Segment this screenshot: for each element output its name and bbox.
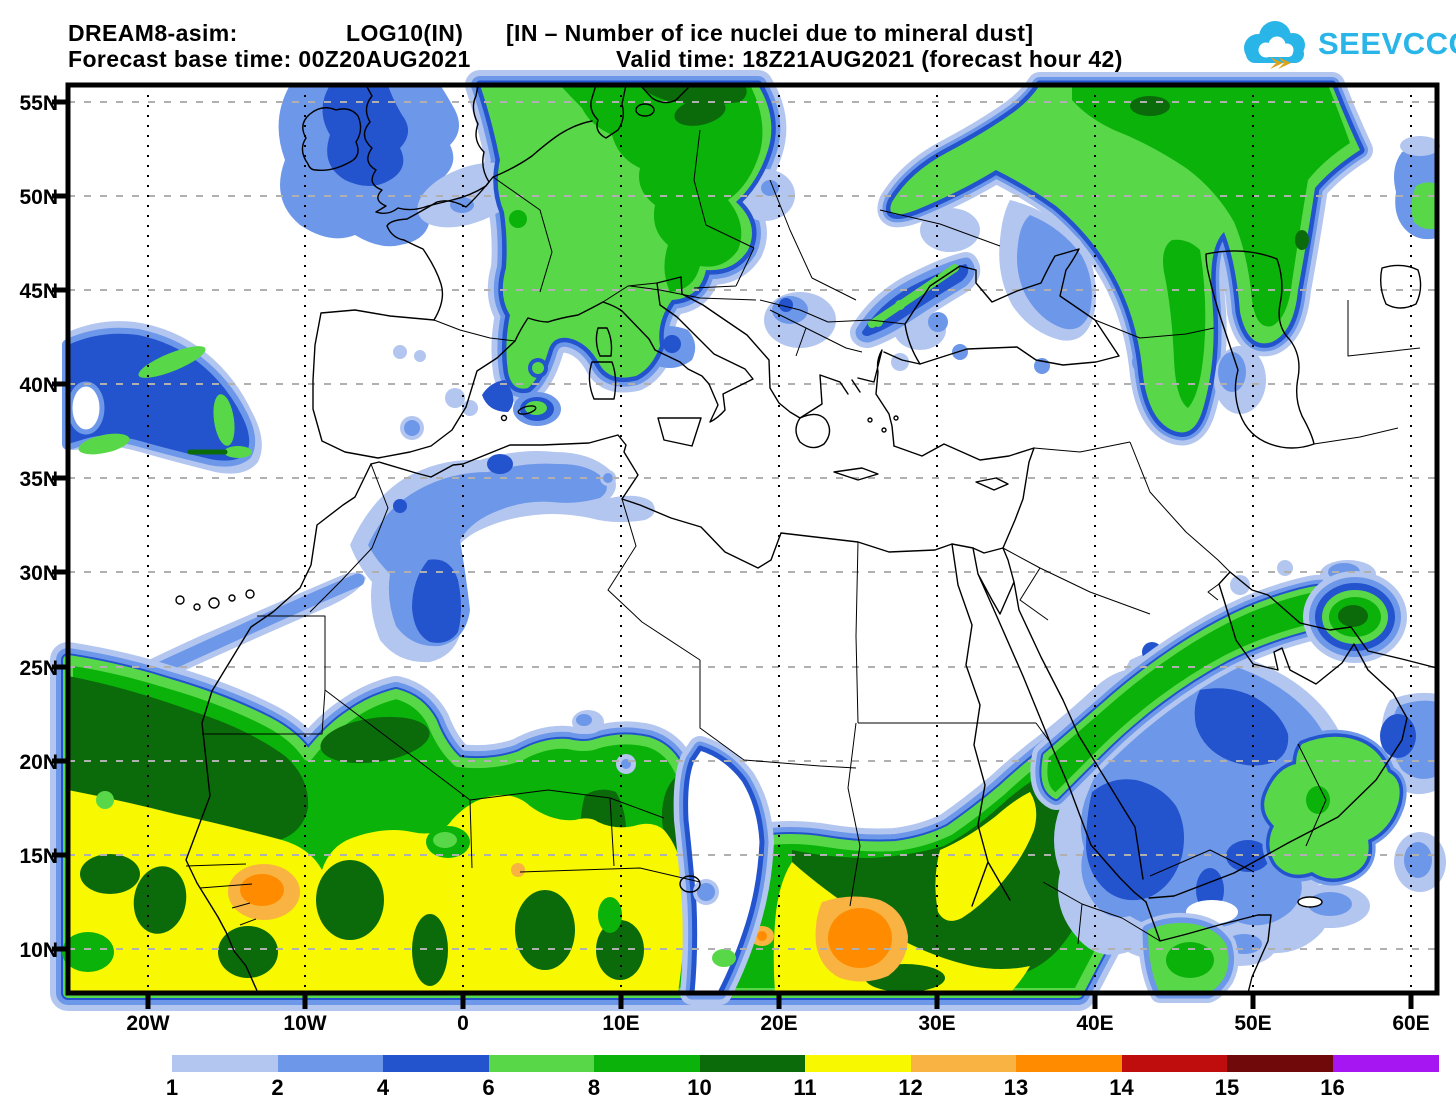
legend-segment <box>172 1055 278 1072</box>
legend-segment <box>383 1055 489 1072</box>
coast-britain <box>363 84 490 215</box>
legend-label: 8 <box>587 1075 601 1100</box>
coastlines <box>175 84 1438 994</box>
coast-black-sea <box>904 248 1120 366</box>
coast-iberia <box>312 309 516 459</box>
bolt-icon <box>1270 57 1283 69</box>
lat-label: 30N <box>19 562 58 585</box>
coast-corsica <box>595 327 613 357</box>
lat-label: 40N <box>19 374 58 397</box>
coast-sicily <box>657 417 702 447</box>
coast-mallorca <box>517 405 537 415</box>
region-ukraine-streak <box>862 264 968 336</box>
lon-label: 60E <box>1392 1012 1429 1035</box>
legend-label: 11 <box>793 1075 817 1100</box>
coast-adriatic-east <box>680 276 801 419</box>
lat-label: 55N <box>19 92 58 115</box>
variable-description: [IN – Number of ice nuclei due to minera… <box>506 20 1034 46</box>
legend-segment <box>1332 1055 1439 1072</box>
cloud-shape <box>1244 21 1305 69</box>
forecast-base-time: Forecast base time: 00Z20AUG2021 <box>68 46 471 72</box>
legend-segment <box>277 1055 384 1072</box>
longitude-labels: 20W 10W 0 10E 20E 30E 40E 50E 60E <box>126 1012 1429 1035</box>
nile-river <box>951 543 1011 907</box>
lon-label: 20E <box>760 1012 797 1035</box>
coast-red-sea <box>972 547 1147 903</box>
lat-label: 20N <box>19 751 58 774</box>
contour-regions <box>62 85 1446 993</box>
lon-label: 10E <box>602 1012 639 1035</box>
coast-italy <box>514 276 754 423</box>
lat-label: 45N <box>19 280 58 303</box>
latitude-labels: 55N 50N 45N 40N 35N 30N 25N 20N 15N 10N <box>19 92 58 962</box>
axis-ticks <box>52 99 1414 1009</box>
lon-label: 0 <box>457 1012 469 1035</box>
longitude-gridlines <box>147 85 1412 993</box>
legend-label: 13 <box>1003 1075 1029 1100</box>
latitude-gridlines <box>68 101 1437 950</box>
variable-name: LOG10(IN) <box>346 20 464 46</box>
map-frame <box>65 82 1440 996</box>
legend-label: 10 <box>687 1075 712 1100</box>
coast-ibiza <box>500 414 508 422</box>
legend-label: 4 <box>376 1075 390 1100</box>
coast-west-africa <box>185 463 372 994</box>
legend-segment <box>1227 1055 1333 1072</box>
coast-peloponnese <box>795 413 831 449</box>
seevccc-cloud-icon <box>1244 21 1305 69</box>
legend-label: 2 <box>271 1075 284 1100</box>
lon-label: 20W <box>126 1012 169 1035</box>
lon-label: 10W <box>283 1012 326 1035</box>
lat-label: 25N <box>19 657 58 680</box>
legend-label: 12 <box>898 1075 923 1100</box>
legend-segment <box>910 1055 1017 1072</box>
region-sahel <box>62 660 1152 993</box>
coast-sardinia <box>588 361 617 400</box>
lat-label: 35N <box>19 468 58 491</box>
coast-socotra <box>1297 896 1323 908</box>
coast-denmark-scandinavia <box>590 84 689 139</box>
lon-label: 50E <box>1234 1012 1271 1035</box>
region-redsea-arc <box>1044 560 1407 796</box>
coast-caspian-sea <box>1205 250 1315 449</box>
aegean-islands <box>867 415 899 433</box>
gridlines <box>68 85 1437 993</box>
coast-north-africa-med <box>370 434 1035 569</box>
lake-chad <box>679 875 701 893</box>
legend-label: 16 <box>1320 1075 1345 1100</box>
coast-canary-islands <box>175 589 255 611</box>
lon-label: 40E <box>1076 1012 1113 1035</box>
legend-segment <box>805 1055 911 1072</box>
coast-france <box>386 120 593 321</box>
coast-crete <box>833 467 879 481</box>
legend-segment <box>1121 1055 1228 1072</box>
legend-label: 6 <box>482 1075 495 1100</box>
legend-label: 14 <box>1109 1075 1134 1100</box>
region-north-europe <box>278 85 836 416</box>
colorbar-legend: 1 2 4 6 8 10 11 12 13 14 15 16 <box>166 1055 1439 1100</box>
lat-label: 50N <box>19 186 58 209</box>
coast-greece-turkey-west <box>799 349 921 447</box>
logo-wordmark: SEEVCCC <box>1318 26 1456 61</box>
coast-horn-of-africa <box>1145 901 1272 994</box>
lat-label: 10N <box>19 939 58 962</box>
region-atlantic <box>68 321 262 474</box>
legend-segment <box>1016 1055 1122 1072</box>
country-borders <box>185 129 1421 945</box>
valid-time: Valid time: 18Z21AUG2021 (forecast hour … <box>616 46 1123 72</box>
coast-cyprus <box>975 477 1009 491</box>
legend-segment <box>594 1055 700 1072</box>
lon-label: 30E <box>918 1012 955 1035</box>
coast-aral-sea <box>1379 264 1422 309</box>
legend-segment <box>488 1055 595 1072</box>
legend-segment <box>699 1055 806 1072</box>
coast-ireland <box>301 107 362 172</box>
legend-label: 1 <box>165 1075 179 1100</box>
model-name: DREAM8-asim: <box>68 20 238 46</box>
coast-zealand <box>635 103 655 117</box>
legend-label: 15 <box>1214 1075 1240 1100</box>
lat-label: 15N <box>19 845 58 868</box>
